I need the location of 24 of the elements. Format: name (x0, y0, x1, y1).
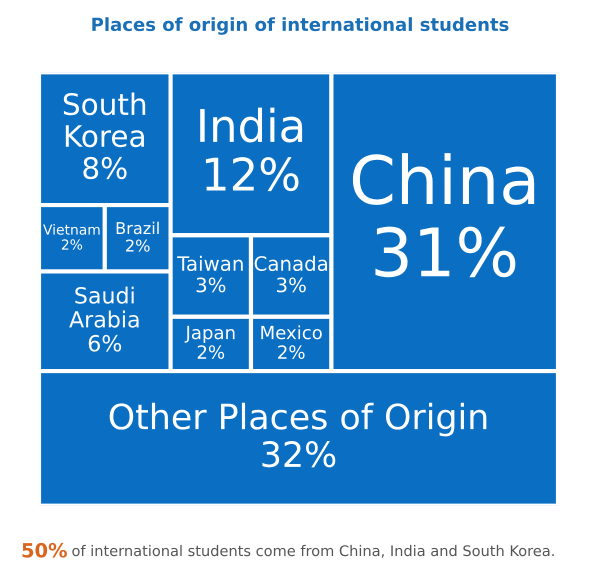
category-label: Mexico (261, 325, 322, 340)
data-label: 3% (196, 277, 226, 292)
data-label: 2% (126, 239, 150, 252)
data-label: 2% (198, 345, 224, 359)
data-label: 6% (88, 334, 122, 352)
category-label: India (200, 108, 302, 142)
category-label: China (352, 153, 534, 205)
category-label: Canada (254, 256, 328, 272)
data-label: 31% (375, 226, 516, 278)
data-label: 3% (277, 277, 306, 292)
category-label: Japan (184, 326, 234, 343)
category-label: South Korea (64, 92, 146, 148)
data-label: 2% (62, 239, 82, 250)
category-label: Vietnam (43, 224, 100, 235)
text: 50% of international students come from China, India and South Korea. (22, 542, 554, 558)
category-label: Taiwan (177, 256, 243, 272)
data-label: 2% (278, 345, 305, 359)
category-label: Saudi Arabia (69, 286, 139, 328)
data-label: 8% (83, 156, 127, 180)
category-label: Brazil (116, 222, 159, 234)
data-label: 12% (206, 157, 298, 192)
category-label: Other Places of Origin (110, 402, 486, 436)
data-label: 32% (262, 441, 336, 468)
text: Places of origin of international students (92, 17, 508, 35)
